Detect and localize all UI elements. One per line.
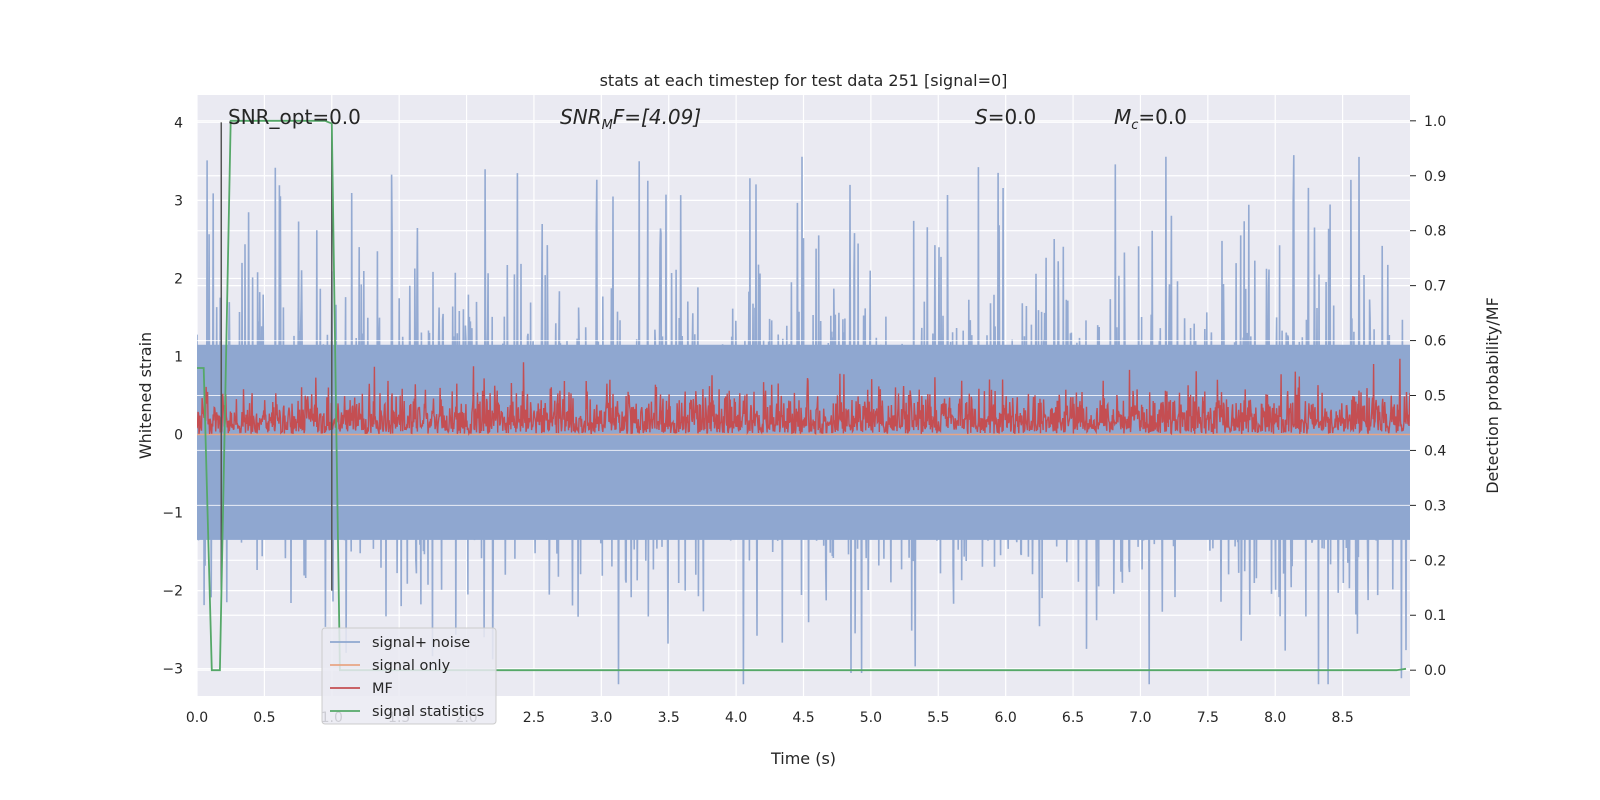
x-tick-label: 4.0 — [725, 710, 747, 726]
y-tick-label: 1 — [174, 349, 183, 365]
chart-title: stats at each timestep for test data 251… — [600, 71, 1008, 90]
y-tick-label: 2 — [174, 271, 183, 287]
y-axis-right-label: Detection probability/MF — [1483, 297, 1502, 494]
x-tick-label: 2.5 — [523, 710, 545, 726]
x-tick-label: 7.0 — [1129, 710, 1151, 726]
y-right-tick-label: 0.5 — [1424, 389, 1446, 405]
annotation-mc: Mc=0.0 — [1114, 105, 1187, 133]
y-right-tick-label: 0.3 — [1424, 498, 1446, 514]
y-right-tick-label: 0.2 — [1424, 553, 1446, 569]
annotation-mc-sub: c — [1131, 118, 1138, 133]
x-tick-label: 3.0 — [590, 710, 612, 726]
x-tick-label: 6.5 — [1062, 710, 1084, 726]
annotation-mc-rest: =0.0 — [1138, 105, 1187, 129]
y-right-tick-label: 0.8 — [1424, 224, 1446, 240]
x-tick-label: 5.0 — [860, 710, 882, 726]
y-axis-label: Whitened strain — [136, 332, 155, 459]
y-right-tick-label: 0.1 — [1424, 608, 1446, 624]
annotation-s-rest: =0.0 — [988, 105, 1037, 129]
legend-label: signal statistics — [372, 704, 484, 720]
y-tick-label: −2 — [162, 584, 183, 600]
series-mf — [197, 358, 1410, 437]
annotation-mc-var: M — [1114, 105, 1131, 129]
y-tick-label: 0 — [174, 428, 183, 444]
y-right-tick-label: 0.4 — [1424, 443, 1446, 459]
annotation-s-var: S — [975, 105, 988, 129]
annotation-s: S=0.0 — [975, 105, 1036, 129]
annotation-snr-opt: SNR_opt=0.0 — [228, 105, 361, 129]
x-tick-label: 8.5 — [1331, 710, 1353, 726]
x-tick-label: 0.5 — [253, 710, 275, 726]
annotation-snr-mf-rest: F=[4.09] — [613, 105, 701, 129]
annotation-snr-mf-sub: M — [602, 118, 613, 133]
legend-box — [321, 627, 497, 725]
y-right-tick-label: 0.7 — [1424, 279, 1446, 295]
y-right-tick-label: 0.6 — [1424, 334, 1446, 350]
series-signal-statistics — [197, 119, 1407, 672]
y-tick-label: −3 — [162, 662, 183, 678]
y-tick-label: 4 — [174, 115, 183, 131]
y-tick-label: −1 — [162, 506, 183, 522]
right-y-axis: 1.0 0.9 0.8 0.7 0.6 0.5 0.4 0.3 0.2 0.1 0.0 — [1410, 114, 1446, 679]
y-right-tick-label: 1.0 — [1424, 114, 1446, 130]
x-tick-label: 4.5 — [792, 710, 814, 726]
plot-series — [197, 119, 1410, 685]
x-tick-label: 3.5 — [658, 710, 680, 726]
legend-label: MF — [372, 681, 393, 697]
left-y-axis: 4 3 2 1 0 −1 −2 −3 — [162, 115, 183, 677]
annotation-snr-mf: SNRMF=[4.09] — [560, 105, 701, 133]
series-signal-noise-band — [197, 344, 1410, 540]
x-axis-label: Time (s) — [770, 749, 836, 768]
y-right-tick-label: 0.9 — [1424, 169, 1446, 185]
legend-label: signal+ noise — [372, 635, 470, 651]
x-tick-label: 0.0 — [186, 710, 208, 726]
x-tick-label: 6.0 — [995, 710, 1017, 726]
x-tick-label: 5.5 — [927, 710, 949, 726]
x-tick-label: 8.0 — [1264, 710, 1286, 726]
annotation-snr-mf-base: SNR — [560, 105, 602, 129]
legend: signal+ noise signal only MF signal statist… — [321, 627, 497, 725]
legend-label: signal only — [372, 658, 451, 674]
x-tick-label: 7.5 — [1197, 710, 1219, 726]
y-tick-label: 3 — [174, 193, 183, 209]
y-right-tick-label: 0.0 — [1424, 663, 1446, 679]
